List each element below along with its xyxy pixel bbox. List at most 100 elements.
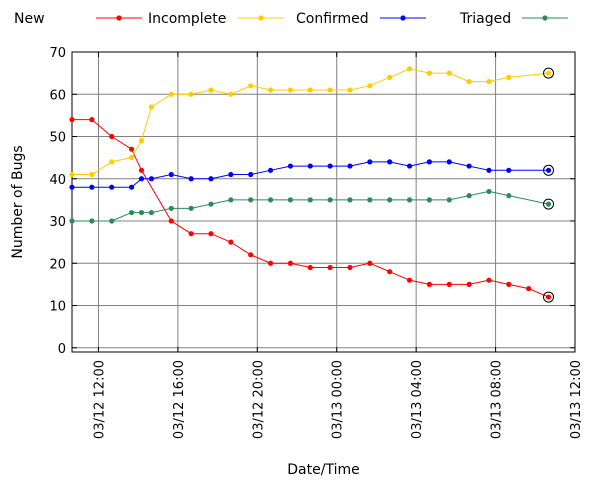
data-point xyxy=(486,277,492,283)
data-point xyxy=(208,87,214,93)
data-point xyxy=(347,163,353,169)
x-axis-label: Date/Time xyxy=(287,462,359,478)
data-point xyxy=(446,159,452,165)
data-point xyxy=(128,209,135,216)
data-point xyxy=(387,159,393,165)
legend-label: Incomplete xyxy=(148,11,226,27)
data-point xyxy=(267,197,274,203)
data-point xyxy=(148,176,155,182)
legend-marker xyxy=(400,15,406,21)
data-point xyxy=(188,231,194,237)
data-point xyxy=(545,167,552,173)
data-point xyxy=(446,197,452,203)
series-incomplete xyxy=(69,66,555,178)
data-point xyxy=(248,252,254,258)
x-tick-label: 03/13 00:00 xyxy=(331,360,346,439)
legend-item-triaged: Triaged xyxy=(459,11,568,27)
data-point xyxy=(248,197,254,203)
data-point xyxy=(426,159,432,165)
data-point xyxy=(307,163,313,169)
data-point xyxy=(89,171,95,178)
data-point xyxy=(168,91,174,97)
data-point xyxy=(228,197,234,203)
data-point xyxy=(367,260,373,266)
data-point xyxy=(89,218,95,224)
data-point xyxy=(466,281,472,287)
data-point xyxy=(327,197,333,203)
data-point xyxy=(128,146,135,152)
y-tick-label: 30 xyxy=(49,215,66,230)
data-point xyxy=(327,264,333,271)
data-point xyxy=(426,70,432,76)
data-point xyxy=(228,91,234,97)
x-axis: 03/12 12:00 03/12 16:00 03/12 20:00 03/13 0… xyxy=(92,52,584,439)
series-confirmed xyxy=(69,159,555,190)
data-point xyxy=(545,201,552,207)
data-point xyxy=(138,176,145,182)
series-triaged xyxy=(69,188,555,224)
data-point xyxy=(148,104,155,110)
data-point xyxy=(387,74,393,80)
data-point xyxy=(109,184,115,190)
legend-item-confirmed: Confirmed xyxy=(296,11,426,27)
legend-label: New xyxy=(14,11,45,27)
data-point xyxy=(446,70,452,76)
data-point xyxy=(486,167,492,173)
data-point xyxy=(347,87,353,93)
data-point xyxy=(138,167,145,173)
data-point xyxy=(327,87,333,93)
y-tick-label: 0 xyxy=(58,342,66,357)
y-axis: 0 10 20 30 40 50 60 70 xyxy=(49,46,575,357)
data-point xyxy=(168,218,174,224)
data-point xyxy=(406,163,413,169)
legend: New Incomplete Confirmed Triaged xyxy=(14,11,568,27)
data-point xyxy=(526,286,532,292)
data-point xyxy=(307,87,313,93)
legend-marker xyxy=(258,15,264,21)
data-point xyxy=(545,70,552,76)
data-point xyxy=(69,184,75,190)
data-point xyxy=(367,159,373,165)
last-point-highlight xyxy=(543,291,555,303)
x-tick-label: 03/12 12:00 xyxy=(92,360,107,439)
data-point xyxy=(248,171,254,178)
data-point xyxy=(208,201,214,207)
data-point xyxy=(486,188,492,195)
data-point xyxy=(466,163,472,169)
y-tick-label: 50 xyxy=(49,131,66,146)
y-tick-label: 20 xyxy=(49,257,66,272)
data-point xyxy=(69,171,75,178)
data-point xyxy=(228,171,234,178)
data-point xyxy=(347,264,353,271)
data-point xyxy=(287,260,294,266)
last-point-highlight xyxy=(543,164,555,176)
data-point xyxy=(367,83,373,89)
grid xyxy=(72,51,576,352)
data-point xyxy=(426,281,432,287)
data-point xyxy=(188,91,194,97)
data-point xyxy=(307,197,313,203)
x-tick-label: 03/13 08:00 xyxy=(490,360,505,439)
last-point-highlight xyxy=(543,67,555,79)
data-point xyxy=(287,197,294,203)
legend-item-new: New xyxy=(14,11,142,27)
data-point xyxy=(89,184,95,190)
data-point xyxy=(287,87,294,93)
y-tick-label: 60 xyxy=(49,88,66,103)
data-point xyxy=(347,197,353,203)
data-point xyxy=(387,269,393,275)
data-point xyxy=(89,117,95,123)
data-point xyxy=(109,133,115,140)
data-point xyxy=(406,277,413,283)
data-point xyxy=(267,260,274,266)
data-point xyxy=(69,117,75,123)
data-point xyxy=(228,239,234,245)
x-tick-label: 03/13 12:00 xyxy=(569,360,584,439)
data-point xyxy=(69,218,75,224)
data-point xyxy=(168,171,174,178)
legend-label: Triaged xyxy=(459,11,511,27)
series-line-new xyxy=(72,119,549,298)
data-point xyxy=(109,159,115,165)
legend-item-incomplete: Incomplete xyxy=(148,11,284,27)
